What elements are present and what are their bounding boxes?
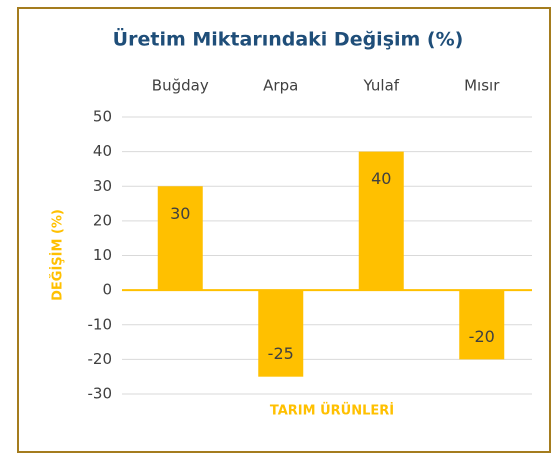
chart-title: Üretim Miktarındaki Değişim (%): [113, 27, 464, 51]
data-label: 40: [371, 169, 391, 188]
x-tick-label: Mısır: [464, 77, 500, 95]
y-tick-label: 30: [93, 177, 112, 195]
bar: [358, 151, 404, 291]
y-tick-label: -30: [88, 385, 113, 403]
x-axis-label: TARIM ÜRÜNLERİ: [270, 403, 394, 419]
x-tick-label: Buğday: [152, 77, 209, 95]
y-tick-label: 20: [93, 211, 112, 229]
y-axis-label: DEĞİŞİM (%): [50, 209, 66, 301]
data-label: -20: [469, 327, 495, 346]
y-tick-label: -20: [88, 350, 113, 368]
data-label: -25: [268, 344, 294, 363]
bar: [459, 290, 505, 360]
y-tick-label: -10: [88, 315, 113, 333]
y-tick-label: 10: [93, 246, 112, 264]
y-tick-label: 50: [93, 108, 112, 126]
bar: [157, 186, 203, 291]
chart-frame: [17, 7, 551, 453]
bar: [258, 290, 304, 377]
data-label: 30: [170, 204, 190, 223]
x-tick-label: Arpa: [263, 77, 298, 95]
x-tick-label: Yulaf: [362, 77, 399, 95]
y-tick-label: 40: [93, 142, 112, 160]
y-tick-label: 0: [102, 281, 112, 299]
